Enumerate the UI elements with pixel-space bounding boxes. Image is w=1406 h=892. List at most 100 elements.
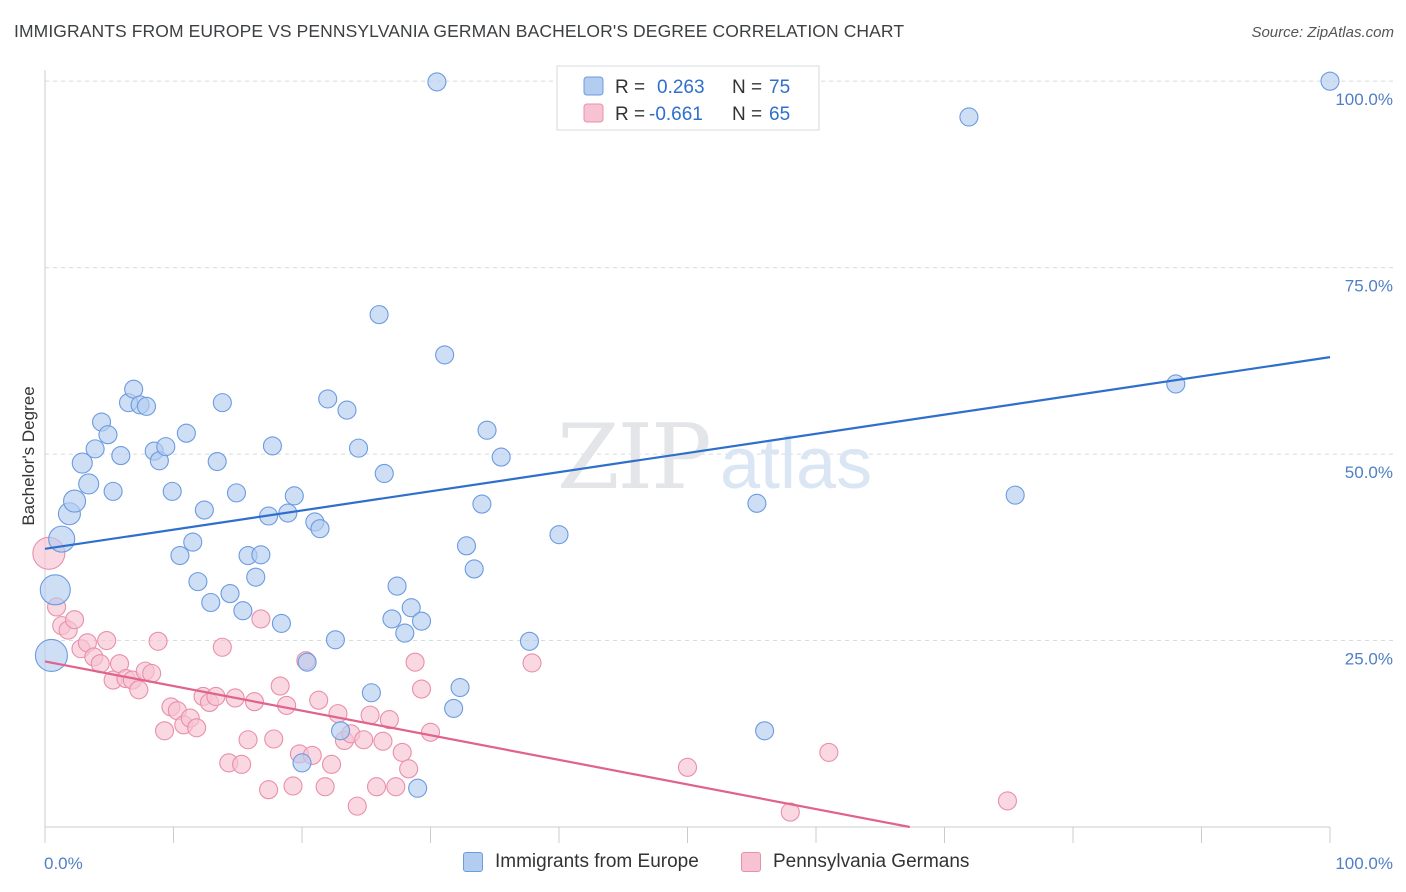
chart-title: IMMIGRANTS FROM EUROPE VS PENNSYLVANIA G… (14, 21, 905, 41)
legend-swatch-pink (583, 103, 604, 123)
legend-n-label-1: N = (732, 77, 762, 98)
point-pink-44 (322, 754, 342, 774)
bottom-legend-swatch-blue (463, 852, 483, 872)
point-pink-23 (187, 718, 207, 738)
point-blue-59 (444, 698, 464, 718)
point-pink-4 (65, 610, 85, 630)
point-blue-4 (63, 489, 87, 513)
point-blue-70 (755, 721, 775, 741)
point-pink-36 (270, 676, 290, 696)
bottom-legend-swatch-pink (741, 852, 761, 872)
source-label: Source: ZipAtlas.com (1251, 24, 1394, 41)
point-blue-40 (297, 652, 317, 672)
point-blue-19 (162, 481, 182, 501)
point-blue-33 (251, 545, 271, 565)
y-tick-label-2: 75.0% (1345, 277, 1393, 296)
point-pink-42 (309, 690, 329, 710)
point-blue-60 (450, 677, 470, 698)
point-blue-54 (401, 598, 421, 618)
point-blue-67 (549, 525, 569, 545)
point-blue-35 (262, 436, 282, 456)
point-blue-24 (194, 500, 214, 520)
point-pink-18 (154, 721, 175, 741)
tick-labels: 25.0% 50.0% 75.0% 100.0% 0.0% 100.0% (44, 90, 1393, 873)
series-pennsylvania-germans (32, 536, 1018, 822)
legend-r-value-2: -0.661 (649, 104, 703, 125)
point-pink-38 (283, 776, 303, 796)
point-blue-74 (1320, 71, 1340, 91)
bottom-legend-immigrants: Immigrants from Europe (463, 851, 699, 873)
point-blue-42 (310, 519, 330, 539)
point-blue-44 (325, 630, 345, 650)
point-blue-69 (747, 493, 767, 513)
point-blue-63 (472, 494, 492, 514)
point-blue-5 (78, 473, 100, 495)
point-pink-26 (206, 686, 226, 707)
point-blue-15 (136, 396, 157, 416)
point-pink-43 (315, 777, 335, 797)
bottom-legend-label-immigrants: Immigrants from Europe (495, 851, 699, 872)
point-blue-62 (464, 559, 484, 579)
point-pink-34 (259, 780, 279, 800)
point-blue-11 (111, 446, 131, 466)
point-blue-32 (246, 567, 266, 587)
point-pink-57 (405, 652, 425, 672)
point-blue-43 (318, 389, 338, 409)
point-blue-65 (491, 447, 511, 467)
point-pink-35 (264, 729, 284, 749)
point-pink-27 (212, 637, 232, 657)
legend-n-label-2: N = (732, 104, 762, 125)
point-blue-7 (85, 439, 105, 459)
point-blue-55 (408, 778, 428, 798)
point-pink-9 (97, 630, 117, 651)
point-pink-55 (392, 742, 412, 762)
point-pink-58 (411, 679, 432, 699)
point-blue-10 (103, 481, 123, 501)
point-pink-33 (251, 609, 271, 629)
trend-line-pink (44, 660, 911, 829)
x-tick-label-1: 100.0% (1335, 854, 1393, 873)
point-blue-71 (959, 107, 979, 127)
point-blue-46 (337, 400, 357, 420)
point-blue-72 (1005, 485, 1025, 505)
point-blue-23 (188, 572, 208, 592)
legend-n-value-1: 75 (769, 77, 790, 98)
point-blue-58 (435, 345, 455, 365)
point-blue-20 (170, 545, 190, 566)
legend-swatch-blue (583, 76, 604, 96)
point-blue-73 (1166, 374, 1186, 394)
point-pink-51 (366, 777, 387, 797)
point-blue-9 (98, 425, 118, 445)
point-pink-63 (819, 742, 839, 762)
legend-r-value-1: 0.263 (657, 77, 705, 98)
point-pink-59 (420, 722, 441, 742)
legend-box: R = 0.263 N = 75 R = -0.661 N = 65 (556, 65, 820, 131)
point-blue-0 (34, 638, 68, 673)
bottom-legend-label-pennsylvania: Pennsylvania Germans (773, 851, 970, 872)
point-pink-49 (354, 730, 374, 750)
watermark: ZIP atlas (557, 405, 872, 510)
point-pink-14 (129, 680, 149, 700)
point-blue-36 (271, 613, 291, 633)
point-blue-21 (176, 423, 196, 443)
point-blue-57 (427, 72, 447, 92)
y-axis-label: Bachelor's Degree (19, 386, 38, 525)
point-pink-53 (379, 710, 399, 730)
trend-line-blue (44, 356, 1331, 550)
point-blue-50 (374, 463, 394, 484)
point-blue-56 (411, 611, 432, 631)
point-blue-26 (207, 452, 227, 472)
point-pink-56 (399, 759, 419, 779)
point-blue-39 (292, 753, 312, 773)
bottom-legend-pennsylvania: Pennsylvania Germans (741, 851, 969, 873)
point-blue-18 (156, 437, 176, 457)
point-pink-60 (522, 653, 542, 673)
watermark-zip: ZIP (557, 405, 710, 510)
point-blue-47 (348, 438, 369, 458)
point-pink-64 (997, 791, 1018, 811)
point-blue-29 (226, 483, 247, 503)
legend-r-label-1: R = (615, 77, 645, 98)
point-blue-22 (183, 532, 203, 552)
point-pink-61 (677, 757, 698, 777)
